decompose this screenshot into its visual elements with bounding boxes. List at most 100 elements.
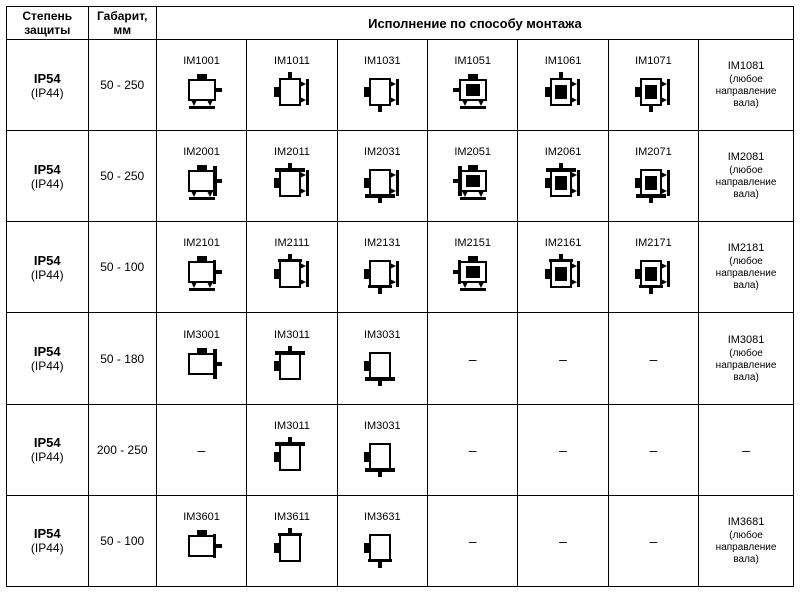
variant-cell: IM2171 <box>608 222 698 313</box>
motor-icon <box>359 343 405 389</box>
variant-cell: IM1011 <box>247 40 337 131</box>
motor-icon <box>450 69 496 115</box>
ip-main: IP54 <box>10 71 85 86</box>
table-row: IP54(IP44)50 - 250IM1001IM1011IM1031IM10… <box>7 40 794 131</box>
size-cell: 50 - 250 <box>88 40 156 131</box>
table-row: IP54(IP44)50 - 100IM2101IM2111IM2131IM21… <box>7 222 794 313</box>
variant-cell: IM3631 <box>337 495 427 586</box>
motor-icon <box>179 343 225 389</box>
protection-cell: IP54(IP44) <box>7 131 89 222</box>
motor-icon <box>450 251 496 297</box>
variant-cell: IM1061 <box>518 40 608 131</box>
variant-cell: IM1071 <box>608 40 698 131</box>
ip-sub: (IP44) <box>10 450 85 464</box>
variant-cell: IM2011 <box>247 131 337 222</box>
variant-cell: – <box>608 495 698 586</box>
motor-icon <box>359 525 405 571</box>
variant-cell: IM2061 <box>518 131 608 222</box>
size-cell: 50 - 100 <box>88 222 156 313</box>
variant-code: IM3031 <box>364 420 401 432</box>
variant-cell: IM3031 <box>337 313 427 404</box>
note-code: IM3081 <box>728 334 765 346</box>
any-dir-note: (любоенаправлениевала) <box>716 530 777 566</box>
variant-code: IM2161 <box>545 237 582 249</box>
variant-cell: IM2051 <box>428 131 518 222</box>
variant-cell: – <box>608 404 698 495</box>
dash: – <box>650 533 658 549</box>
table-row: IP54(IP44)200 - 250–IM3011IM3031–––– <box>7 404 794 495</box>
motor-icon <box>630 69 676 115</box>
header-row: Степеньзащиты Габарит,мм Исполнение по с… <box>7 7 794 40</box>
motor-icon <box>179 160 225 206</box>
note-cell: IM3681(любоенаправлениевала) <box>699 495 794 586</box>
hdr-size-text: Габарит,мм <box>97 9 147 37</box>
protection-cell: IP54(IP44) <box>7 40 89 131</box>
variant-code: IM3011 <box>274 420 310 432</box>
size-cell: 50 - 180 <box>88 313 156 404</box>
table-container: Степеньзащиты Габарит,мм Исполнение по с… <box>0 0 800 593</box>
hdr-mounting: Исполнение по способу монтажа <box>156 7 793 40</box>
motor-icon <box>359 434 405 480</box>
variant-code: IM3001 <box>183 329 220 341</box>
variant-cell: IM2001 <box>156 131 246 222</box>
table-row: IP54(IP44)50 - 250IM2001IM2011 IM2031 IM20… <box>7 131 794 222</box>
variant-cell: IM3011 <box>247 313 337 404</box>
variant-cell: – <box>518 313 608 404</box>
hdr-protection-text: Степеньзащиты <box>22 9 72 37</box>
variant-code: IM1011 <box>274 55 310 67</box>
variant-code: IM2061 <box>545 146 582 158</box>
table-body: IP54(IP44)50 - 250IM1001IM1011IM1031IM10… <box>7 40 794 587</box>
ip-main: IP54 <box>10 526 85 541</box>
motor-icon <box>359 69 405 115</box>
protection-cell: IP54(IP44) <box>7 495 89 586</box>
any-dir-note: (любоенаправлениевала) <box>716 256 777 292</box>
motor-icon <box>540 160 586 206</box>
motor-icon <box>269 69 315 115</box>
variant-cell: – <box>428 495 518 586</box>
motor-icon <box>179 251 225 297</box>
variant-code: IM3011 <box>274 329 310 341</box>
variant-cell: – <box>608 313 698 404</box>
note-cell: IM2181 (любоенаправлениевала) <box>699 222 794 313</box>
variant-code: IM3031 <box>364 329 401 341</box>
hdr-protection: Степеньзащиты <box>7 7 89 40</box>
variant-code: IM3631 <box>364 511 401 523</box>
variant-code: IM2071 <box>635 146 672 158</box>
motor-icon <box>359 160 405 206</box>
dash: – <box>650 442 658 458</box>
dash: – <box>650 351 658 367</box>
ip-main: IP54 <box>10 435 85 450</box>
hdr-size: Габарит,мм <box>88 7 156 40</box>
table-row: IP54(IP44)50 - 100IM3601IM3611IM3631–––I… <box>7 495 794 586</box>
variant-code: IM1071 <box>635 55 672 67</box>
variant-cell: IM3601 <box>156 495 246 586</box>
variant-cell: IM2071 <box>608 131 698 222</box>
variant-code: IM2031 <box>364 146 401 158</box>
dash: – <box>469 442 477 458</box>
size-cell: 50 - 250 <box>88 131 156 222</box>
variant-cell: IM2111 <box>247 222 337 313</box>
dash: – <box>469 351 477 367</box>
motor-icon <box>269 434 315 480</box>
dash: – <box>469 533 477 549</box>
variant-cell: IM1051 <box>428 40 518 131</box>
note-code: IM2181 <box>728 242 765 254</box>
note-cell: – <box>699 404 794 495</box>
size-cell: 200 - 250 <box>88 404 156 495</box>
ip-sub: (IP44) <box>10 268 85 282</box>
variant-code: IM2151 <box>454 237 491 249</box>
motor-icon <box>269 160 315 206</box>
table-row: IP54(IP44)50 - 180IM3001IM3011IM3031–––I… <box>7 313 794 404</box>
variant-cell: – <box>428 404 518 495</box>
variant-cell: IM3001 <box>156 313 246 404</box>
variant-code: IM2111 <box>274 237 309 249</box>
ip-main: IP54 <box>10 253 85 268</box>
any-dir-note: (любоенаправлениевала) <box>716 165 777 201</box>
note-code: IM1081 <box>728 60 765 72</box>
note-cell: IM3081(любоенаправлениевала) <box>699 313 794 404</box>
variant-cell: IM3011 <box>247 404 337 495</box>
variant-cell: IM1031 <box>337 40 427 131</box>
hdr-mounting-text: Исполнение по способу монтажа <box>368 16 582 31</box>
mounting-table: Степеньзащиты Габарит,мм Исполнение по с… <box>6 6 794 587</box>
variant-code: IM2051 <box>454 146 491 158</box>
